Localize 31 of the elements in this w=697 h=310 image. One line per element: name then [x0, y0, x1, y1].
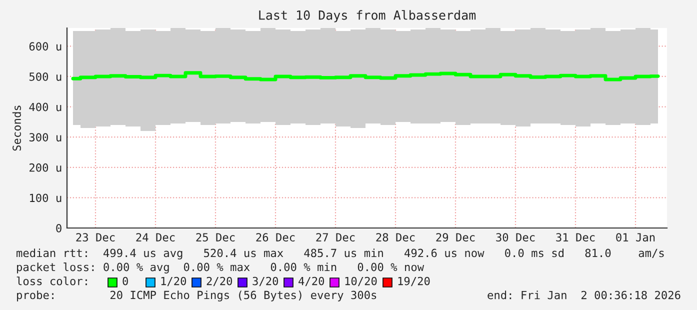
x-tick-label: 24 Dec — [136, 233, 175, 242]
text: 19/20 — [398, 276, 430, 286]
text: 1/20 — [161, 276, 186, 286]
x-tick-label: 27 Dec — [316, 233, 355, 242]
y-tick-label: 600 u — [29, 42, 62, 51]
text: 3/20 — [252, 276, 278, 286]
text: 2/20 — [206, 276, 232, 286]
text: 0 — [122, 276, 128, 286]
y-tick-label: 300 u — [29, 133, 62, 142]
y-axis-title: Seconds — [12, 106, 21, 151]
y-tick-label: 0 — [56, 224, 62, 232]
y-tick-label: 100 u — [30, 194, 62, 202]
y-tick-label: 200 u — [30, 163, 62, 172]
text: 4/20 — [298, 276, 324, 286]
text: end: Fri Jan 2 00:36:18 2026 — [488, 290, 680, 300]
chart-title: Last 10 Days from Albasserdam — [259, 10, 476, 22]
x-tick-label: 26 Dec — [256, 233, 295, 242]
y-tick-label: 400 u — [29, 102, 62, 112]
text: loss color: — [16, 276, 87, 286]
x-tick-label: 28 Dec — [376, 233, 415, 242]
text: median rtt: 499.4 us avg 520.4 us max 485.7 us min 492.6 us now 0.0 ms sd 81.0 am/s — [16, 248, 664, 260]
y-tick-label: 500 u — [29, 72, 62, 81]
x-tick-label: 23 Dec — [76, 233, 115, 242]
x-tick-label: 29 Dec — [436, 233, 475, 242]
x-tick-label: 01 Jan — [616, 233, 655, 242]
text: packet loss: 0.00 % avg 0.00 % max 0.00 % min 0.00 % now — [17, 262, 424, 274]
text: 10/20 — [345, 276, 377, 286]
x-tick-label: 30 Dec — [496, 233, 535, 242]
x-tick-label: 31 Dec — [556, 233, 595, 242]
x-tick-label: 25 Dec — [196, 233, 235, 242]
text: probe: 20 ICMP Echo Pings (56 Bytes) every 300s — [17, 290, 376, 302]
